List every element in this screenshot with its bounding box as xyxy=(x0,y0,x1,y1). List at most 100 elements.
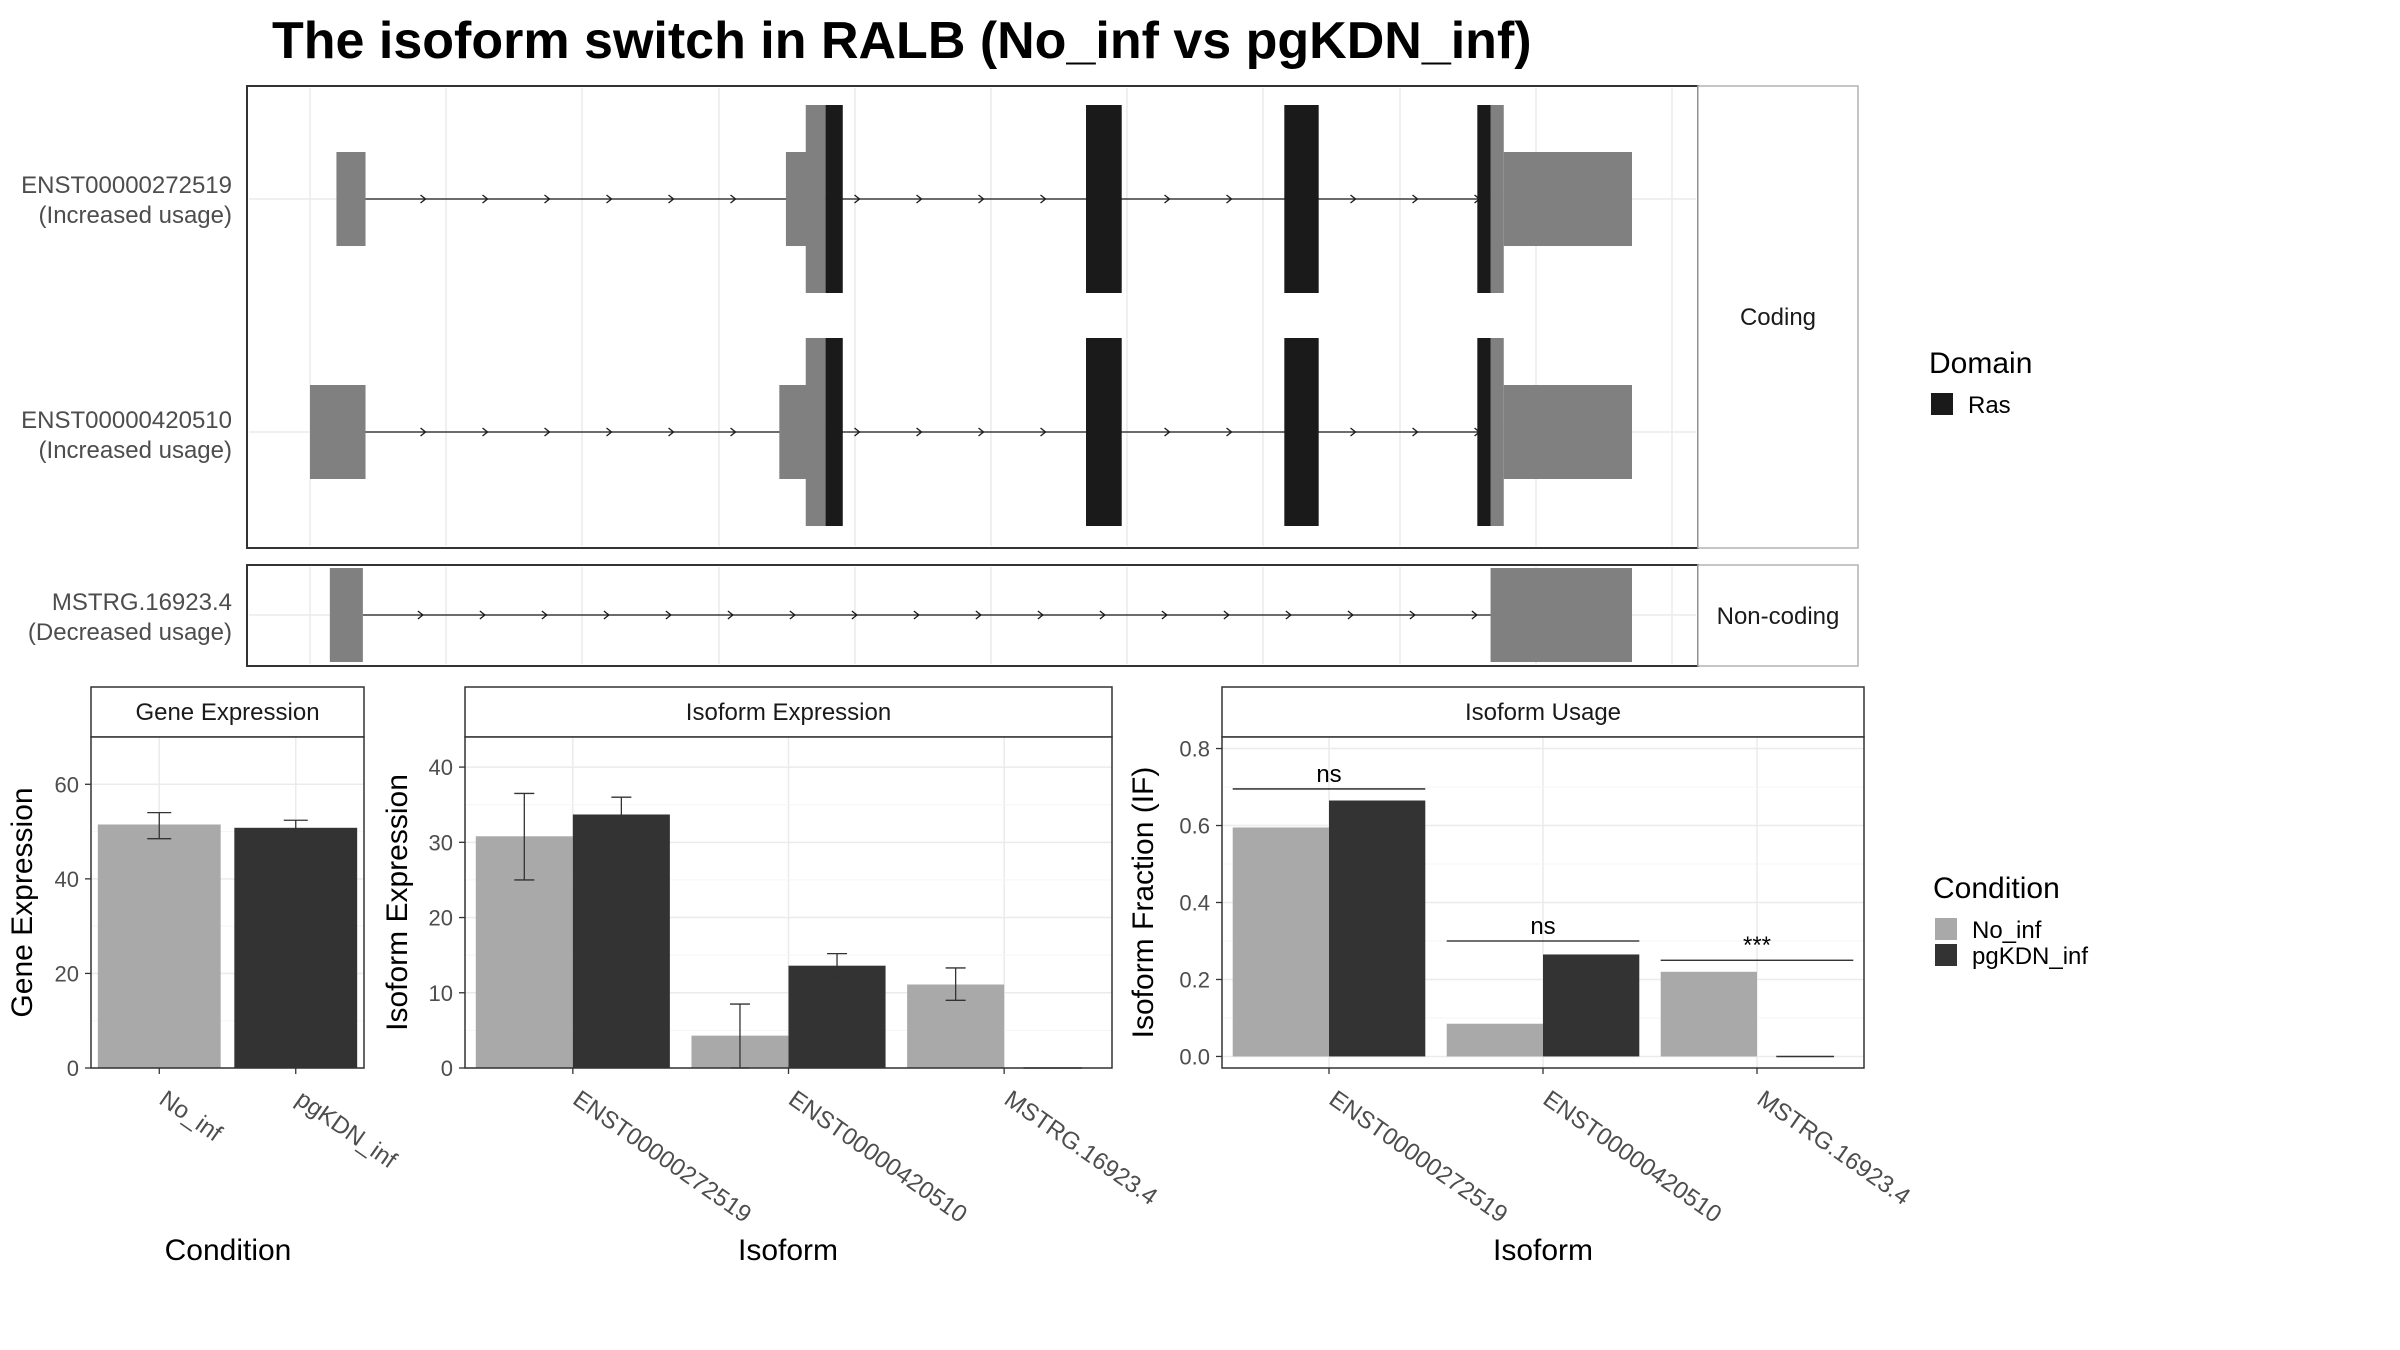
y-axis-title: Isoform Fraction (IF) xyxy=(1127,767,1160,1039)
strand-arrow xyxy=(544,427,551,437)
y-tick-label: 0 xyxy=(67,1056,79,1081)
condition-legend: Condition No_inf pgKDN_inf xyxy=(1933,872,2088,970)
legend-label-no-inf: No_inf xyxy=(1972,917,2042,944)
y-tick-label: 0.0 xyxy=(1179,1044,1210,1069)
strand-arrow xyxy=(606,427,613,437)
utr-exon xyxy=(336,152,366,246)
strand-arrow xyxy=(541,610,548,620)
y-tick-label: 0.4 xyxy=(1179,891,1210,916)
ras-domain-block xyxy=(825,105,843,293)
y-tick-label: 20 xyxy=(429,906,453,931)
strand-arrow xyxy=(1412,194,1419,204)
panel-strip-title: Gene Expression xyxy=(135,699,319,726)
strand-arrow xyxy=(975,610,982,620)
strand-arrow xyxy=(1164,194,1171,204)
strand-arrow xyxy=(1040,194,1047,204)
strand-arrow xyxy=(916,194,923,204)
y-tick-label: 40 xyxy=(55,867,79,892)
strand-arrow xyxy=(854,427,861,437)
y-tick-label: 30 xyxy=(429,830,453,855)
x-axis-title: Isoform xyxy=(1493,1234,1593,1267)
ras-domain-block xyxy=(1086,338,1122,526)
utr-exon xyxy=(310,385,366,479)
strand-arrow xyxy=(1350,427,1357,437)
x-tick-label: No_inf xyxy=(154,1085,227,1147)
strand-arrow xyxy=(665,610,672,620)
bar-no-inf xyxy=(1232,827,1329,1057)
y-tick-label: 10 xyxy=(429,981,453,1006)
bar-no-inf xyxy=(97,824,221,1068)
noncoding-tracks xyxy=(329,568,1632,662)
noncoding-strip-label: Non-coding xyxy=(1717,603,1840,630)
bar-no-inf xyxy=(1446,1023,1543,1057)
strand-arrow xyxy=(978,427,985,437)
coding-tracks xyxy=(310,105,1632,526)
strand-arrow xyxy=(1040,427,1047,437)
condition-legend-title: Condition xyxy=(1933,872,2060,905)
strand-arrow xyxy=(1226,194,1233,204)
utr-exon xyxy=(1503,152,1632,246)
x-tick-label: ENST00000420510 xyxy=(784,1085,972,1228)
strand-arrow xyxy=(482,427,489,437)
panel-strip xyxy=(464,686,1113,738)
x-tick-label: MSTRG.16923.4 xyxy=(999,1085,1162,1210)
plot-frame xyxy=(90,736,365,1069)
strand-arrow xyxy=(1471,610,1478,620)
strand-arrow xyxy=(668,427,675,437)
ras-domain-block xyxy=(1086,105,1122,293)
ras-domain-block xyxy=(1477,338,1491,526)
strand-arrow xyxy=(479,610,486,620)
transcript-usage-label: (Decreased usage) xyxy=(28,619,232,646)
x-tick-label: pgKDN_inf xyxy=(291,1085,402,1174)
y-tick-label: 0.6 xyxy=(1179,814,1210,839)
strand-arrow xyxy=(916,427,923,437)
strand-arrow xyxy=(1347,610,1354,620)
gene-expression-chart: Gene Expression 0 20 40 60 No_inf pgKDN_inf Con… xyxy=(6,686,402,1267)
cds-exon xyxy=(805,105,826,293)
strand-arrow xyxy=(1223,610,1230,620)
y-tick-label: 0.8 xyxy=(1179,737,1210,762)
strand-arrow xyxy=(1161,610,1168,620)
isoform-usage-chart: Isoform Usage ns ns *** 0.0 0.2 0.4 0.6 0.8 ENST0… xyxy=(1127,686,1915,1267)
strand-arrow xyxy=(1164,427,1171,437)
x-axis-title: Condition xyxy=(165,1234,292,1267)
ras-domain-block xyxy=(1284,338,1319,526)
utr-exon xyxy=(1503,385,1632,479)
x-tick-label: ENST00000272519 xyxy=(568,1085,756,1228)
ras-domain-block xyxy=(825,338,843,526)
y-tick-label: 20 xyxy=(55,961,79,986)
panel-strip xyxy=(1221,686,1865,738)
domain-legend: Domain Ras xyxy=(1929,347,2032,419)
legend-key-no-inf xyxy=(1935,918,1957,940)
bar-pgkdn-inf xyxy=(234,827,358,1068)
transcript-id-label: MSTRG.16923.4 xyxy=(52,589,232,616)
significance-label: ns xyxy=(1316,761,1341,788)
strand-arrow xyxy=(1037,610,1044,620)
bar-no-inf xyxy=(1660,971,1757,1057)
y-tick-label: 0 xyxy=(441,1056,453,1081)
ras-domain-block xyxy=(1284,105,1319,293)
strand-arrow xyxy=(603,610,610,620)
transcript-id-label: ENST00000272519 xyxy=(21,172,232,199)
coding-strip xyxy=(1697,85,1859,549)
legend-label-pgkdn-inf: pgKDN_inf xyxy=(1972,943,2088,970)
coding-structure-panel: Coding xyxy=(246,85,1859,549)
strand-arrow xyxy=(851,610,858,620)
strand-arrow xyxy=(606,194,613,204)
legend-key-pgkdn-inf xyxy=(1935,944,1957,966)
strand-arrow xyxy=(1226,427,1233,437)
panel-strip-title: Isoform Expression xyxy=(686,699,891,726)
x-tick-label: MSTRG.16923.4 xyxy=(1752,1085,1915,1210)
strand-arrow xyxy=(420,194,427,204)
strand-arrow xyxy=(544,194,551,204)
strand-arrow xyxy=(730,427,737,437)
strand-arrow xyxy=(730,194,737,204)
strand-arrow xyxy=(1285,610,1292,620)
exon-block xyxy=(1490,568,1632,662)
x-tick-label: ENST00000272519 xyxy=(1324,1085,1512,1228)
transcript-usage-label: (Increased usage) xyxy=(39,202,232,229)
domain-legend-title: Domain xyxy=(1929,347,2032,380)
cds-exon xyxy=(805,338,826,526)
strand-arrow xyxy=(482,194,489,204)
bar-pgkdn-inf xyxy=(1543,954,1640,1057)
